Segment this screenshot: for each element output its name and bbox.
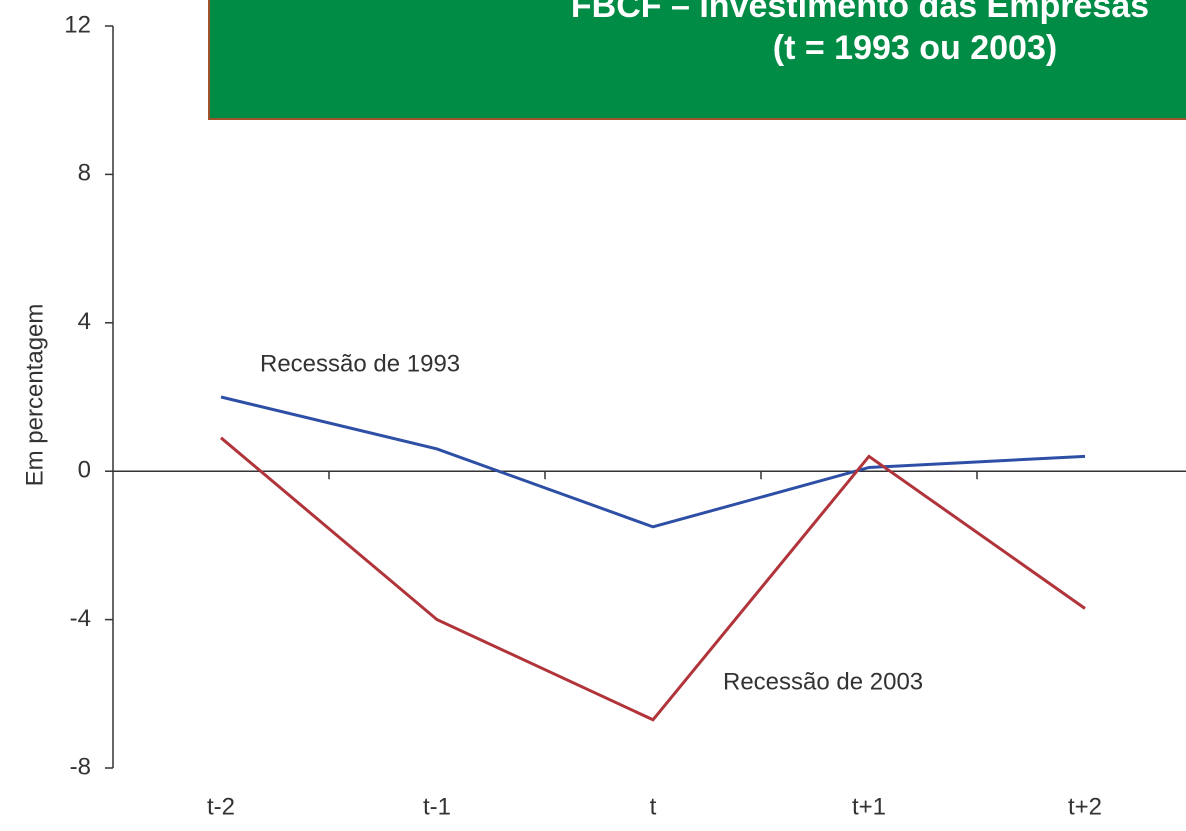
y-axis-label: Em percentagem bbox=[21, 304, 48, 487]
y-tick-label: -4 bbox=[70, 605, 91, 632]
series-label: Recessão de 2003 bbox=[723, 668, 923, 695]
series-line bbox=[220, 436, 1086, 722]
chart-subtitle: (t = 1993 ou 2003) bbox=[773, 29, 1057, 67]
x-tick-label: t+2 bbox=[1068, 793, 1102, 820]
x-tick-label: t-2 bbox=[207, 793, 235, 820]
chart-title: FBCF – Investimento das Empresas bbox=[571, 0, 1149, 25]
y-tick-label: 8 bbox=[78, 160, 91, 187]
y-tick-label: 0 bbox=[78, 457, 91, 484]
y-tick-label: 12 bbox=[64, 11, 91, 38]
title-box bbox=[208, 0, 1186, 120]
series-label: Recessão de 1993 bbox=[260, 350, 460, 377]
y-tick-label: 4 bbox=[78, 308, 91, 335]
series-line bbox=[220, 395, 1086, 529]
x-tick-label: t+1 bbox=[852, 793, 886, 820]
y-tick-label: -8 bbox=[70, 753, 91, 780]
x-tick-label: t-1 bbox=[423, 793, 451, 820]
x-tick-label: t bbox=[650, 793, 657, 820]
